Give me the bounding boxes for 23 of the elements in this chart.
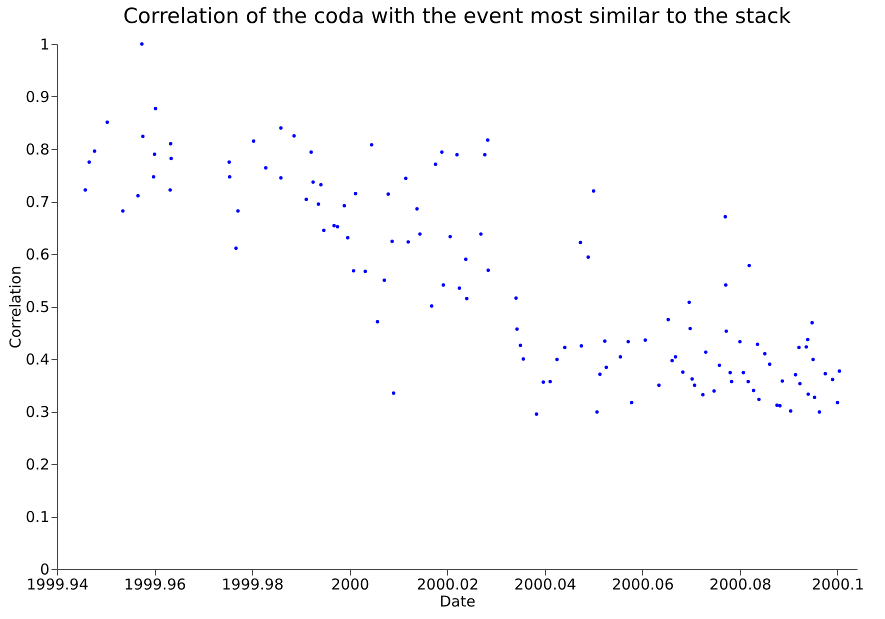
x-tick-label: 1999.96	[124, 576, 186, 594]
chart-title: Correlation of the coda with the event most similar to the stack	[123, 4, 792, 28]
y-tick-label: 0.6	[26, 246, 50, 264]
y-tick-label: 0.3	[26, 403, 50, 421]
x-tick-label: 2000	[331, 576, 370, 594]
x-axis-title: Date	[440, 592, 476, 610]
y-tick-label: 0.2	[26, 456, 50, 474]
x-tick-label: 2000.08	[709, 576, 772, 594]
y-tick-label: 0.8	[26, 140, 50, 158]
y-tick-label: 1	[40, 36, 50, 54]
x-tick-label: 2000.02	[416, 576, 479, 594]
x-tick-label: 2000.06	[612, 576, 674, 594]
x-tick-label: 2000.04	[514, 576, 576, 594]
y-tick-label: 0.1	[26, 508, 50, 526]
x-tick-label: 2000.1	[812, 576, 864, 594]
y-tick-label: 0.4	[26, 350, 50, 368]
x-tick-label: 1999.94	[26, 576, 89, 594]
y-tick-label: 0	[40, 560, 50, 578]
x-tick-label: 1999.98	[222, 576, 284, 594]
y-axis-title: Correlation	[6, 266, 25, 348]
y-tick-label: 0.7	[26, 193, 50, 211]
y-tick-label: 0.9	[26, 88, 50, 106]
y-tick-label: 0.5	[26, 298, 50, 316]
